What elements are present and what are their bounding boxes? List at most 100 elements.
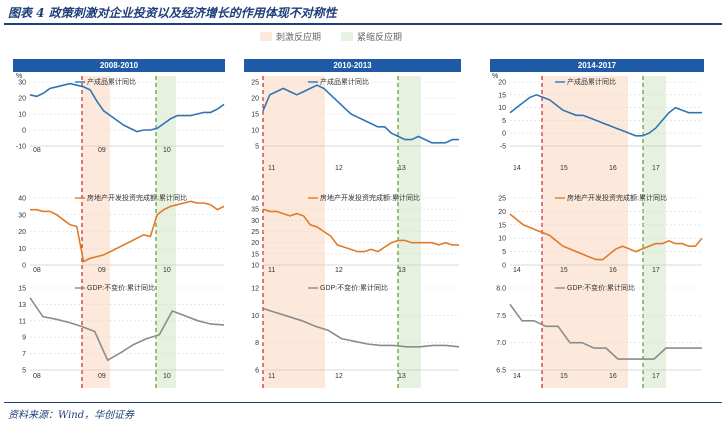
stimulus-period-band	[542, 76, 628, 388]
y-tick-label: 20	[498, 209, 506, 216]
tightening-period-band	[643, 76, 666, 388]
y-tick-label: 20	[251, 96, 259, 103]
y-tick-label: 7	[22, 351, 26, 358]
x-tick-label: 15	[560, 373, 568, 380]
y-tick-label: 8	[255, 340, 259, 347]
y-tick-label: 30	[251, 218, 259, 225]
series-line	[30, 200, 225, 263]
stimulus-period-band	[82, 76, 110, 388]
y-tick-label: 15	[18, 286, 26, 293]
y-tick-label: 10	[251, 128, 259, 135]
x-tick-label: 10	[163, 373, 171, 380]
legend-item-stimulus: 刺激反应期	[260, 30, 321, 43]
y-tick-label: 0	[22, 128, 26, 135]
x-tick-label: 08	[33, 147, 41, 154]
panel-header-2008-2010: 2008-2010	[13, 59, 225, 72]
series-line	[29, 82, 225, 133]
x-tick-label: 12	[335, 165, 343, 172]
series-line	[509, 303, 702, 360]
y-tick-label: 10	[251, 263, 259, 270]
y-tick-label: -10	[16, 144, 26, 151]
y-tick-label: 40	[18, 196, 26, 203]
x-tick-label: 14	[513, 267, 521, 274]
y-tick-label: 10	[18, 246, 26, 253]
x-tick-label: 14	[513, 373, 521, 380]
x-tick-label: 17	[652, 165, 660, 172]
y-tick-label: 25	[251, 229, 259, 236]
y-tick-label: 40	[251, 196, 259, 203]
x-tick-label: 15	[560, 267, 568, 274]
y-tick-label: 15	[498, 92, 506, 99]
y-tick-label: 10	[498, 105, 506, 112]
y-tick-label: 5	[502, 118, 506, 125]
y-tick-label: 20	[251, 240, 259, 247]
legend-swatch-tightening	[341, 32, 354, 41]
tightening-period-band	[398, 76, 421, 388]
y-tick-label: 11	[19, 318, 26, 325]
series-label: 房地产开发投资完成额:累计同比	[320, 193, 420, 202]
y-tick-label: 5	[502, 249, 506, 256]
legend-label-stimulus: 刺激反应期	[276, 32, 322, 42]
y-tick-label: 12	[251, 286, 259, 293]
y-tick-label: 15	[251, 112, 259, 119]
series-label: GDP:不变价:累计同比	[567, 283, 635, 292]
x-tick-label: 11	[268, 373, 275, 380]
panel-header-2010-2013: 2010-2013	[244, 59, 461, 72]
unit-label: %	[492, 73, 498, 80]
y-tick-label: 8.0	[496, 286, 506, 293]
x-tick-label: 08	[33, 267, 41, 274]
x-tick-label: 11	[268, 165, 275, 172]
tightening-period-band	[156, 76, 176, 388]
series-line	[262, 84, 459, 144]
y-tick-label: 20	[18, 229, 26, 236]
x-tick-label: 13	[398, 373, 406, 380]
y-tick-label: 30	[18, 212, 26, 219]
legend-item-tightening: 紧缩反应期	[341, 30, 402, 43]
x-tick-label: 12	[335, 267, 343, 274]
y-tick-label: 10	[18, 112, 26, 119]
y-tick-label: 13	[18, 302, 26, 309]
series-line	[262, 208, 459, 253]
y-tick-label: 7.0	[496, 340, 506, 347]
series-label: 产成品累计同比	[567, 77, 616, 86]
y-tick-label: 0	[502, 263, 506, 270]
x-tick-label: 13	[398, 165, 406, 172]
x-tick-label: 09	[98, 147, 106, 154]
y-tick-label: 10	[498, 236, 506, 243]
x-tick-label: 16	[609, 267, 617, 274]
y-tick-label: 7.5	[496, 313, 506, 320]
x-tick-label: 09	[98, 267, 106, 274]
y-tick-label: 25	[251, 80, 259, 87]
x-tick-label: 11	[268, 267, 275, 274]
x-tick-label: 10	[163, 267, 171, 274]
footer-rule	[4, 402, 722, 403]
y-tick-label: 30	[18, 80, 26, 87]
series-line	[262, 307, 460, 348]
series-line	[29, 297, 225, 362]
y-tick-label: 15	[251, 251, 259, 258]
y-tick-label: 6.5	[496, 368, 506, 375]
legend-swatch-stimulus	[260, 32, 272, 41]
series-label: GDP:不变价:累计同比	[87, 283, 155, 292]
x-tick-label: 15	[560, 165, 568, 172]
x-tick-label: 17	[652, 267, 660, 274]
x-tick-label: 13	[398, 267, 406, 274]
series-label: 房地产开发投资完成额:累计同比	[87, 193, 187, 202]
y-tick-label: 9	[22, 335, 26, 342]
y-tick-label: 20	[18, 96, 26, 103]
series-label: 产成品累计同比	[320, 77, 369, 86]
x-tick-label: 12	[335, 373, 343, 380]
legend: 刺激反应期 紧缩反应期	[260, 30, 402, 43]
y-tick-label: 6	[255, 368, 259, 375]
x-tick-label: 16	[609, 165, 617, 172]
x-tick-label: 16	[609, 373, 617, 380]
unit-label: %	[16, 73, 22, 80]
y-tick-label: 5	[22, 368, 26, 375]
y-tick-label: 20	[498, 80, 506, 87]
y-tick-label: 15	[498, 222, 506, 229]
x-tick-label: 14	[513, 165, 521, 172]
x-tick-label: 09	[98, 373, 106, 380]
stimulus-period-band	[263, 76, 325, 388]
